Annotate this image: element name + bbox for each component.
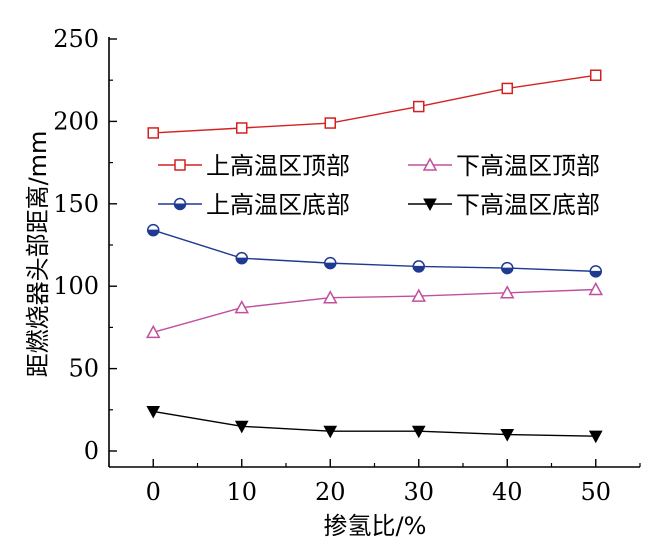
x-axis-title: 掺氢比/% — [324, 512, 427, 540]
series-layer — [145, 69, 604, 444]
legend-label: 下高温区底部 — [456, 191, 600, 219]
marker-fill — [173, 203, 187, 210]
marker-fill — [589, 270, 602, 278]
data-point — [499, 285, 515, 299]
data-point — [236, 122, 248, 134]
data-point — [501, 261, 514, 275]
legend-item-1: 上高温区顶部 — [158, 152, 350, 180]
series-line — [153, 288, 596, 334]
series-line — [153, 410, 596, 437]
legend-label: 上高温区底部 — [206, 191, 350, 219]
x-tick-label-10: 10 — [226, 478, 257, 506]
data-point — [590, 69, 602, 82]
legend-marker — [423, 198, 437, 212]
legend-item-2: 下高温区顶部 — [408, 152, 600, 180]
y-tick-label-150: 150 — [53, 190, 99, 218]
marker-fill — [235, 257, 248, 265]
marker-fill — [324, 262, 337, 270]
series-1 — [147, 69, 602, 139]
legend-label: 上高温区顶部 — [206, 152, 350, 180]
series-line — [153, 74, 596, 134]
data-point — [323, 425, 338, 439]
y-tick-label-0: 0 — [84, 437, 99, 465]
data-point — [147, 223, 160, 237]
data-point — [234, 300, 250, 314]
data-point — [588, 430, 603, 444]
y-tick-label-250: 250 — [53, 25, 99, 53]
x-tick-label-50: 50 — [580, 478, 611, 506]
series-4 — [146, 405, 603, 444]
series-3 — [147, 223, 602, 278]
x-tick-label-30: 30 — [403, 478, 434, 506]
marker-fill — [147, 229, 160, 237]
data-point — [146, 405, 161, 419]
y-tick-label-100: 100 — [53, 272, 99, 300]
marker-fill — [412, 265, 425, 273]
data-point — [500, 429, 515, 442]
series-2 — [145, 281, 604, 339]
legend-marker — [174, 159, 186, 171]
data-point — [411, 288, 427, 302]
data-point — [235, 251, 248, 265]
y-tick-label-50: 50 — [68, 355, 99, 383]
marker-fill — [501, 267, 514, 274]
data-point — [411, 425, 426, 439]
data-point — [322, 290, 338, 304]
data-point — [413, 100, 425, 113]
data-point — [324, 256, 337, 270]
x-tick-label-20: 20 — [315, 478, 346, 506]
legend-marker — [422, 157, 438, 171]
data-point — [501, 82, 513, 95]
legend-item-3: 上高温区底部 — [158, 191, 350, 219]
data-point — [234, 420, 249, 434]
data-point — [589, 265, 602, 278]
x-tick-label-40: 40 — [492, 478, 523, 506]
data-point — [324, 117, 336, 129]
series-line — [153, 229, 596, 273]
x-tick-label-0: 0 — [146, 478, 161, 506]
axes: 0 50 100 150 200 250 0 10 20 30 40 50 — [53, 25, 641, 506]
y-tick-label-200: 200 — [53, 107, 99, 135]
data-point — [145, 324, 161, 339]
y-axis-title: 距燃烧器头部距离/mm — [24, 131, 52, 378]
data-point — [147, 127, 159, 139]
data-point — [588, 281, 604, 296]
legend-label: 下高温区顶部 — [456, 152, 600, 180]
legend-item-4: 下高温区底部 — [408, 191, 600, 219]
legend-marker — [173, 197, 187, 211]
data-point — [412, 260, 425, 273]
